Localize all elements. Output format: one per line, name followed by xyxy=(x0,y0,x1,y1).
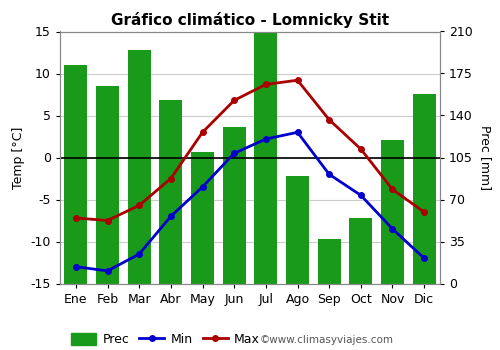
Y-axis label: Temp [°C]: Temp [°C] xyxy=(12,126,25,189)
Text: ©www.climasyviajes.com: ©www.climasyviajes.com xyxy=(260,335,394,345)
Bar xyxy=(160,100,182,284)
Title: Gráfico climático - Lomnicky Stit: Gráfico climático - Lomnicky Stit xyxy=(111,12,389,28)
Bar xyxy=(96,85,119,284)
Legend: Prec, Min, Max: Prec, Min, Max xyxy=(66,328,265,350)
Bar xyxy=(413,94,436,284)
Bar xyxy=(223,127,246,284)
Bar xyxy=(128,49,150,284)
Bar xyxy=(286,175,309,284)
Bar xyxy=(318,239,340,284)
Bar xyxy=(381,140,404,284)
Bar xyxy=(350,217,372,284)
Bar xyxy=(254,32,277,284)
Y-axis label: Prec [mm]: Prec [mm] xyxy=(480,125,492,190)
Bar xyxy=(191,152,214,284)
Bar xyxy=(64,65,87,284)
